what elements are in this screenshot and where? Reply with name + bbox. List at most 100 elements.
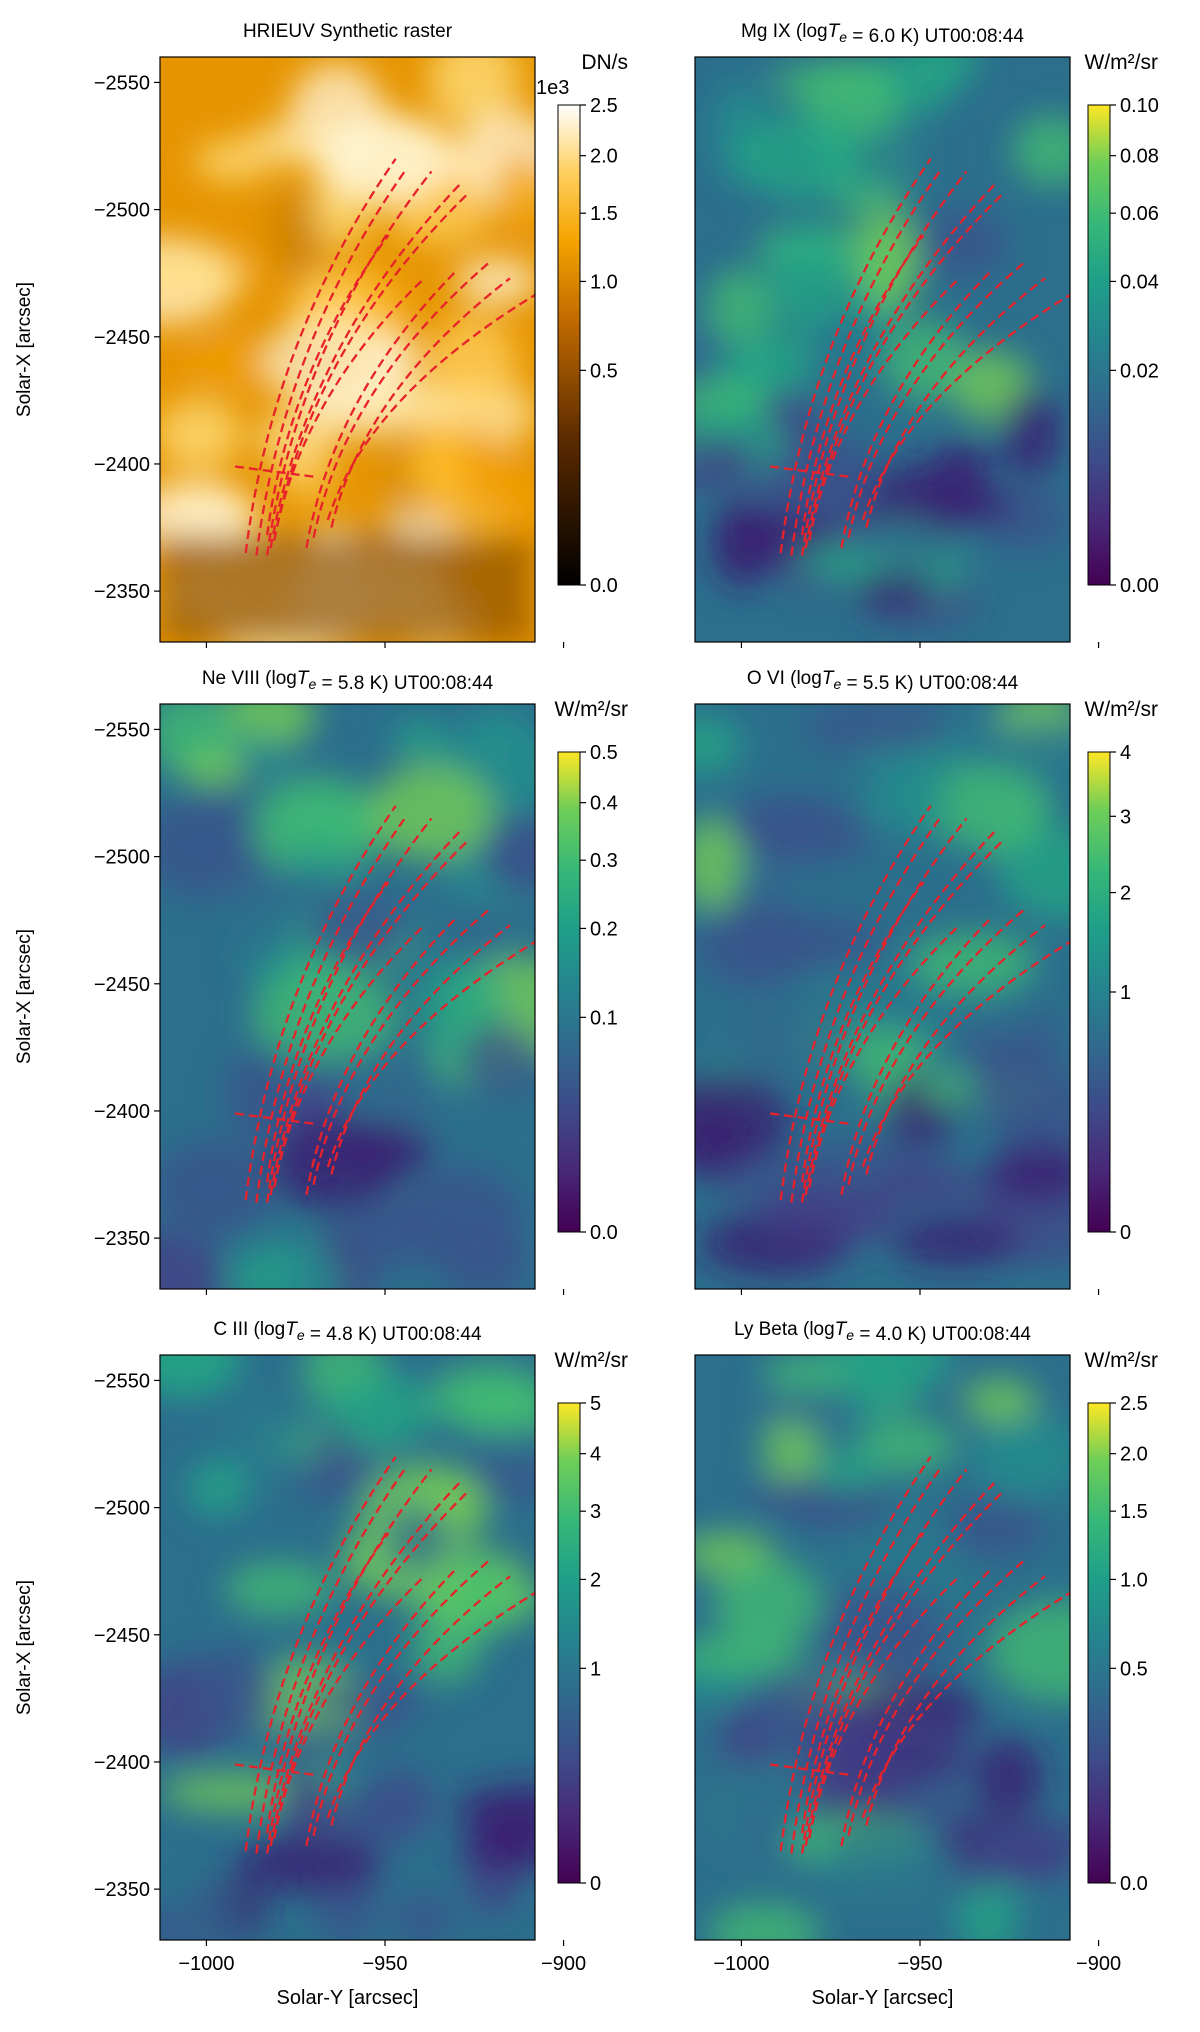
- loop-trace-4: [804, 183, 996, 549]
- plot-frame: [159, 703, 536, 1290]
- loop-trace-6: [266, 1532, 390, 1834]
- loop-trace-8: [840, 1567, 993, 1847]
- loop-trace-4: [269, 183, 461, 549]
- y-tick-label: −2500: [94, 847, 150, 869]
- colorbar-tick-label: 0.10: [1120, 95, 1159, 117]
- panel-3: Ne VIII (logTe = 5.8 K) UT00:08:44 −2550 −…: [14, 668, 628, 1295]
- loop-trace-1: [244, 1456, 397, 1852]
- colorbar-unit-label: W/m²/sr: [1085, 1349, 1158, 1372]
- colorbar-tick-label: 0.00: [1120, 575, 1159, 597]
- loop-trace-10: [865, 277, 1046, 528]
- colorbar-tick-label: 0.5: [1120, 1658, 1148, 1680]
- panel-title: O VI (logTe = 5.5 K) UT00:08:44: [747, 668, 1019, 694]
- loop-trace-10: [330, 924, 511, 1175]
- loop-traces: [769, 805, 1070, 1203]
- plot-frame: [694, 56, 1071, 643]
- loop-trace-2: [790, 168, 943, 556]
- x-tick-label: −1000: [713, 1953, 769, 1975]
- colorbar-tick-label: 2: [1120, 883, 1131, 905]
- y-tick-label: −2450: [94, 327, 150, 349]
- colorbar-tick-label: 0.0: [590, 1222, 618, 1244]
- colorbar-tick-label: 1: [1120, 982, 1131, 1004]
- loop-trace-2: [255, 168, 408, 556]
- colorbar-tick-label: 0.5: [590, 742, 618, 764]
- colorbar-tick-label: 0.02: [1120, 360, 1159, 382]
- panel-4: O VI (logTe = 5.5 K) UT00:08:44 0 1 2 3 4 W/m²…: [694, 668, 1158, 1295]
- colorbar-tick-label: 0.2: [590, 918, 618, 940]
- colorbar-tick-label: 0.06: [1120, 203, 1159, 225]
- loop-trace-10: [865, 1575, 1046, 1826]
- loop-trace-6: [266, 234, 390, 536]
- loop-trace-2: [255, 1466, 408, 1854]
- y-tick-label: −2350: [94, 581, 150, 603]
- loop-trace-6: [801, 234, 925, 536]
- colorbar: [1087, 1402, 1111, 1884]
- loop-trace-4: [804, 1481, 996, 1847]
- panel-title: C III (logTe = 4.8 K) UT00:08:44: [213, 1319, 482, 1345]
- colorbar-unit-label: W/m²/sr: [1085, 51, 1158, 74]
- loop-traces: [234, 805, 535, 1203]
- x-tick-label: −900: [1076, 1953, 1121, 1975]
- colorbar-tick-label: 0: [1120, 1222, 1131, 1244]
- loop-trace-2: [255, 815, 408, 1203]
- panel-5: C III (logTe = 4.8 K) UT00:08:44 −2550 −25…: [14, 1319, 628, 2009]
- loop-trace-9: [847, 262, 1025, 538]
- loop-trace-3: [266, 817, 433, 1203]
- loop-trace-8: [305, 1567, 458, 1847]
- loop-trace-4: [269, 1481, 461, 1847]
- loop-trace-7: [808, 277, 961, 541]
- colorbar: [557, 1402, 581, 1884]
- loop-trace-5: [273, 1491, 468, 1839]
- loop-trace-3: [266, 1468, 433, 1854]
- colorbar-tick-label: 0.5: [590, 360, 618, 382]
- colorbar-tick-label: 0: [590, 1873, 601, 1895]
- loop-trace-7: [273, 277, 426, 541]
- loop-trace-8: [305, 916, 458, 1196]
- colorbar-tick-label: 0.08: [1120, 146, 1159, 168]
- loop-trace-4: [269, 830, 461, 1196]
- loop-trace-8: [840, 269, 993, 549]
- x-tick-label: −1000: [178, 1953, 234, 1975]
- loop-trace-9: [847, 1560, 1025, 1836]
- loop-trace-9: [847, 909, 1025, 1185]
- loop-trace-1: [244, 158, 397, 554]
- loop-trace-1: [779, 1456, 932, 1852]
- loop-trace-6: [801, 1532, 925, 1834]
- y-tick-label: −2550: [94, 72, 150, 94]
- colorbar-tick-label: 3: [1120, 806, 1131, 828]
- colorbar-tick-label: 0.1: [590, 1007, 618, 1029]
- colorbar-tick-label: 1.5: [590, 203, 618, 225]
- y-axis-label: Solar-X [arcsec]: [14, 282, 35, 417]
- loop-trace-9: [312, 262, 490, 538]
- plot-frame: [159, 1354, 536, 1941]
- loop-trace-1: [779, 805, 932, 1201]
- colorbar: [557, 751, 581, 1233]
- colorbar-unit-label: W/m²/sr: [555, 1349, 628, 1372]
- colorbar-tick-label: 2.5: [590, 95, 618, 117]
- colorbar-tick-label: 4: [590, 1444, 601, 1466]
- loop-trace-10: [330, 277, 511, 528]
- loop-trace-10: [330, 1575, 511, 1826]
- plot-frame: [694, 703, 1071, 1290]
- colorbar-tick-label: 1.5: [1120, 1501, 1148, 1523]
- plot-frame: [694, 1354, 1071, 1941]
- y-tick-label: −2400: [94, 454, 150, 476]
- colorbar-offset-text: 1e3: [536, 77, 569, 99]
- heatmap-image: [695, 57, 1070, 642]
- y-tick-label: −2350: [94, 1228, 150, 1250]
- colorbar: [1087, 751, 1111, 1233]
- colorbar: [557, 104, 581, 586]
- heatmap-image: [160, 1355, 535, 1940]
- colorbar-tick-label: 5: [590, 1393, 601, 1415]
- loop-trace-6: [801, 881, 925, 1183]
- loop-trace-10: [865, 924, 1046, 1175]
- loop-trace-1: [244, 805, 397, 1201]
- y-tick-label: −2500: [94, 200, 150, 222]
- x-tick-label: −950: [362, 1953, 407, 1975]
- colorbar-unit-label: DN/s: [581, 51, 628, 74]
- loop-trace-2: [790, 1466, 943, 1854]
- heatmap-image: [695, 704, 1070, 1289]
- loop-trace-3: [266, 170, 433, 556]
- loop-trace-8: [840, 916, 993, 1196]
